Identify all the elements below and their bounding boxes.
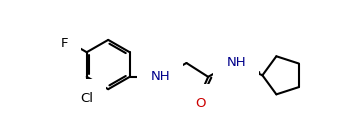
Text: O: O xyxy=(195,97,206,110)
Text: NH: NH xyxy=(150,70,170,83)
Text: Cl: Cl xyxy=(80,92,93,105)
Text: F: F xyxy=(61,37,68,50)
Text: NH: NH xyxy=(226,56,246,69)
